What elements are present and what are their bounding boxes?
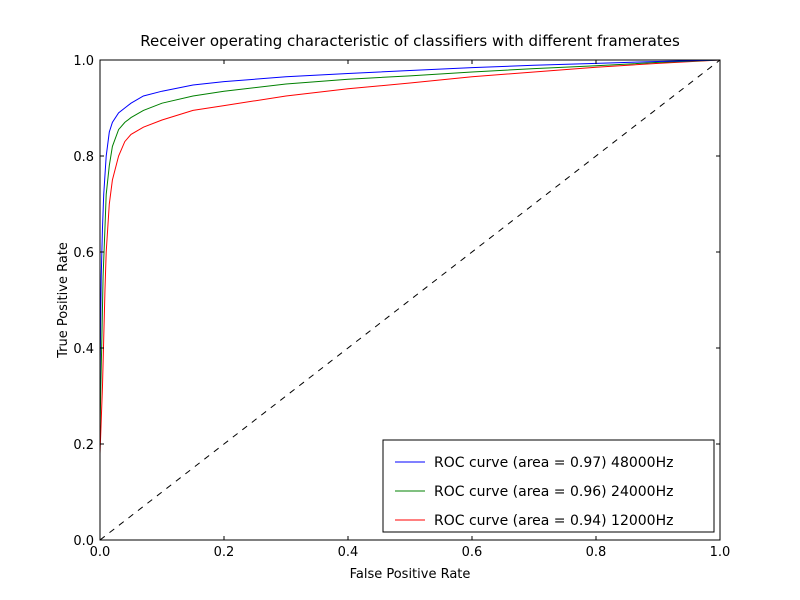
series-line-2 — [99, 59, 721, 540]
x-tick-label: 1.0 — [710, 545, 731, 560]
series-line-1 — [99, 59, 721, 540]
x-tick-label: 0.4 — [338, 545, 359, 560]
y-tick-label: 0.0 — [73, 534, 94, 549]
axis-ticks: 0.0 0.2 0.4 0.6 0.8 1.0 0.0 0.2 0.4 0.6 0.8 1.0 — [73, 54, 730, 560]
x-tick-label: 0.8 — [586, 545, 607, 560]
plot-frame — [99, 59, 721, 541]
plot-lines — [99, 59, 721, 541]
chance-diagonal-line — [99, 59, 721, 541]
y-tick-label: 1.0 — [73, 54, 94, 69]
chart-title: Receiver operating characteristic of cla… — [140, 32, 680, 50]
legend-label: ROC curve (area = 0.96) 24000Hz — [434, 484, 673, 500]
legend-label: ROC curve (area = 0.94) 12000Hz — [434, 513, 673, 529]
x-tick-label: 0.2 — [214, 545, 235, 560]
legend-label: ROC curve (area = 0.97) 48000Hz — [434, 455, 673, 471]
y-axis-label: True Positive Rate — [56, 242, 71, 359]
y-tick-label: 0.6 — [73, 246, 94, 261]
x-axis-label: False Positive Rate — [350, 567, 471, 582]
legend: ROC curve (area = 0.97) 48000Hz ROC curve… — [382, 439, 715, 533]
y-tick-label: 0.8 — [73, 150, 94, 165]
series-line-0 — [99, 59, 721, 540]
x-tick-label: 0.0 — [90, 545, 111, 560]
legend-box — [382, 439, 715, 533]
y-tick-label: 0.4 — [73, 342, 94, 357]
y-tick-label: 0.2 — [73, 438, 94, 453]
x-tick-label: 0.6 — [462, 545, 483, 560]
